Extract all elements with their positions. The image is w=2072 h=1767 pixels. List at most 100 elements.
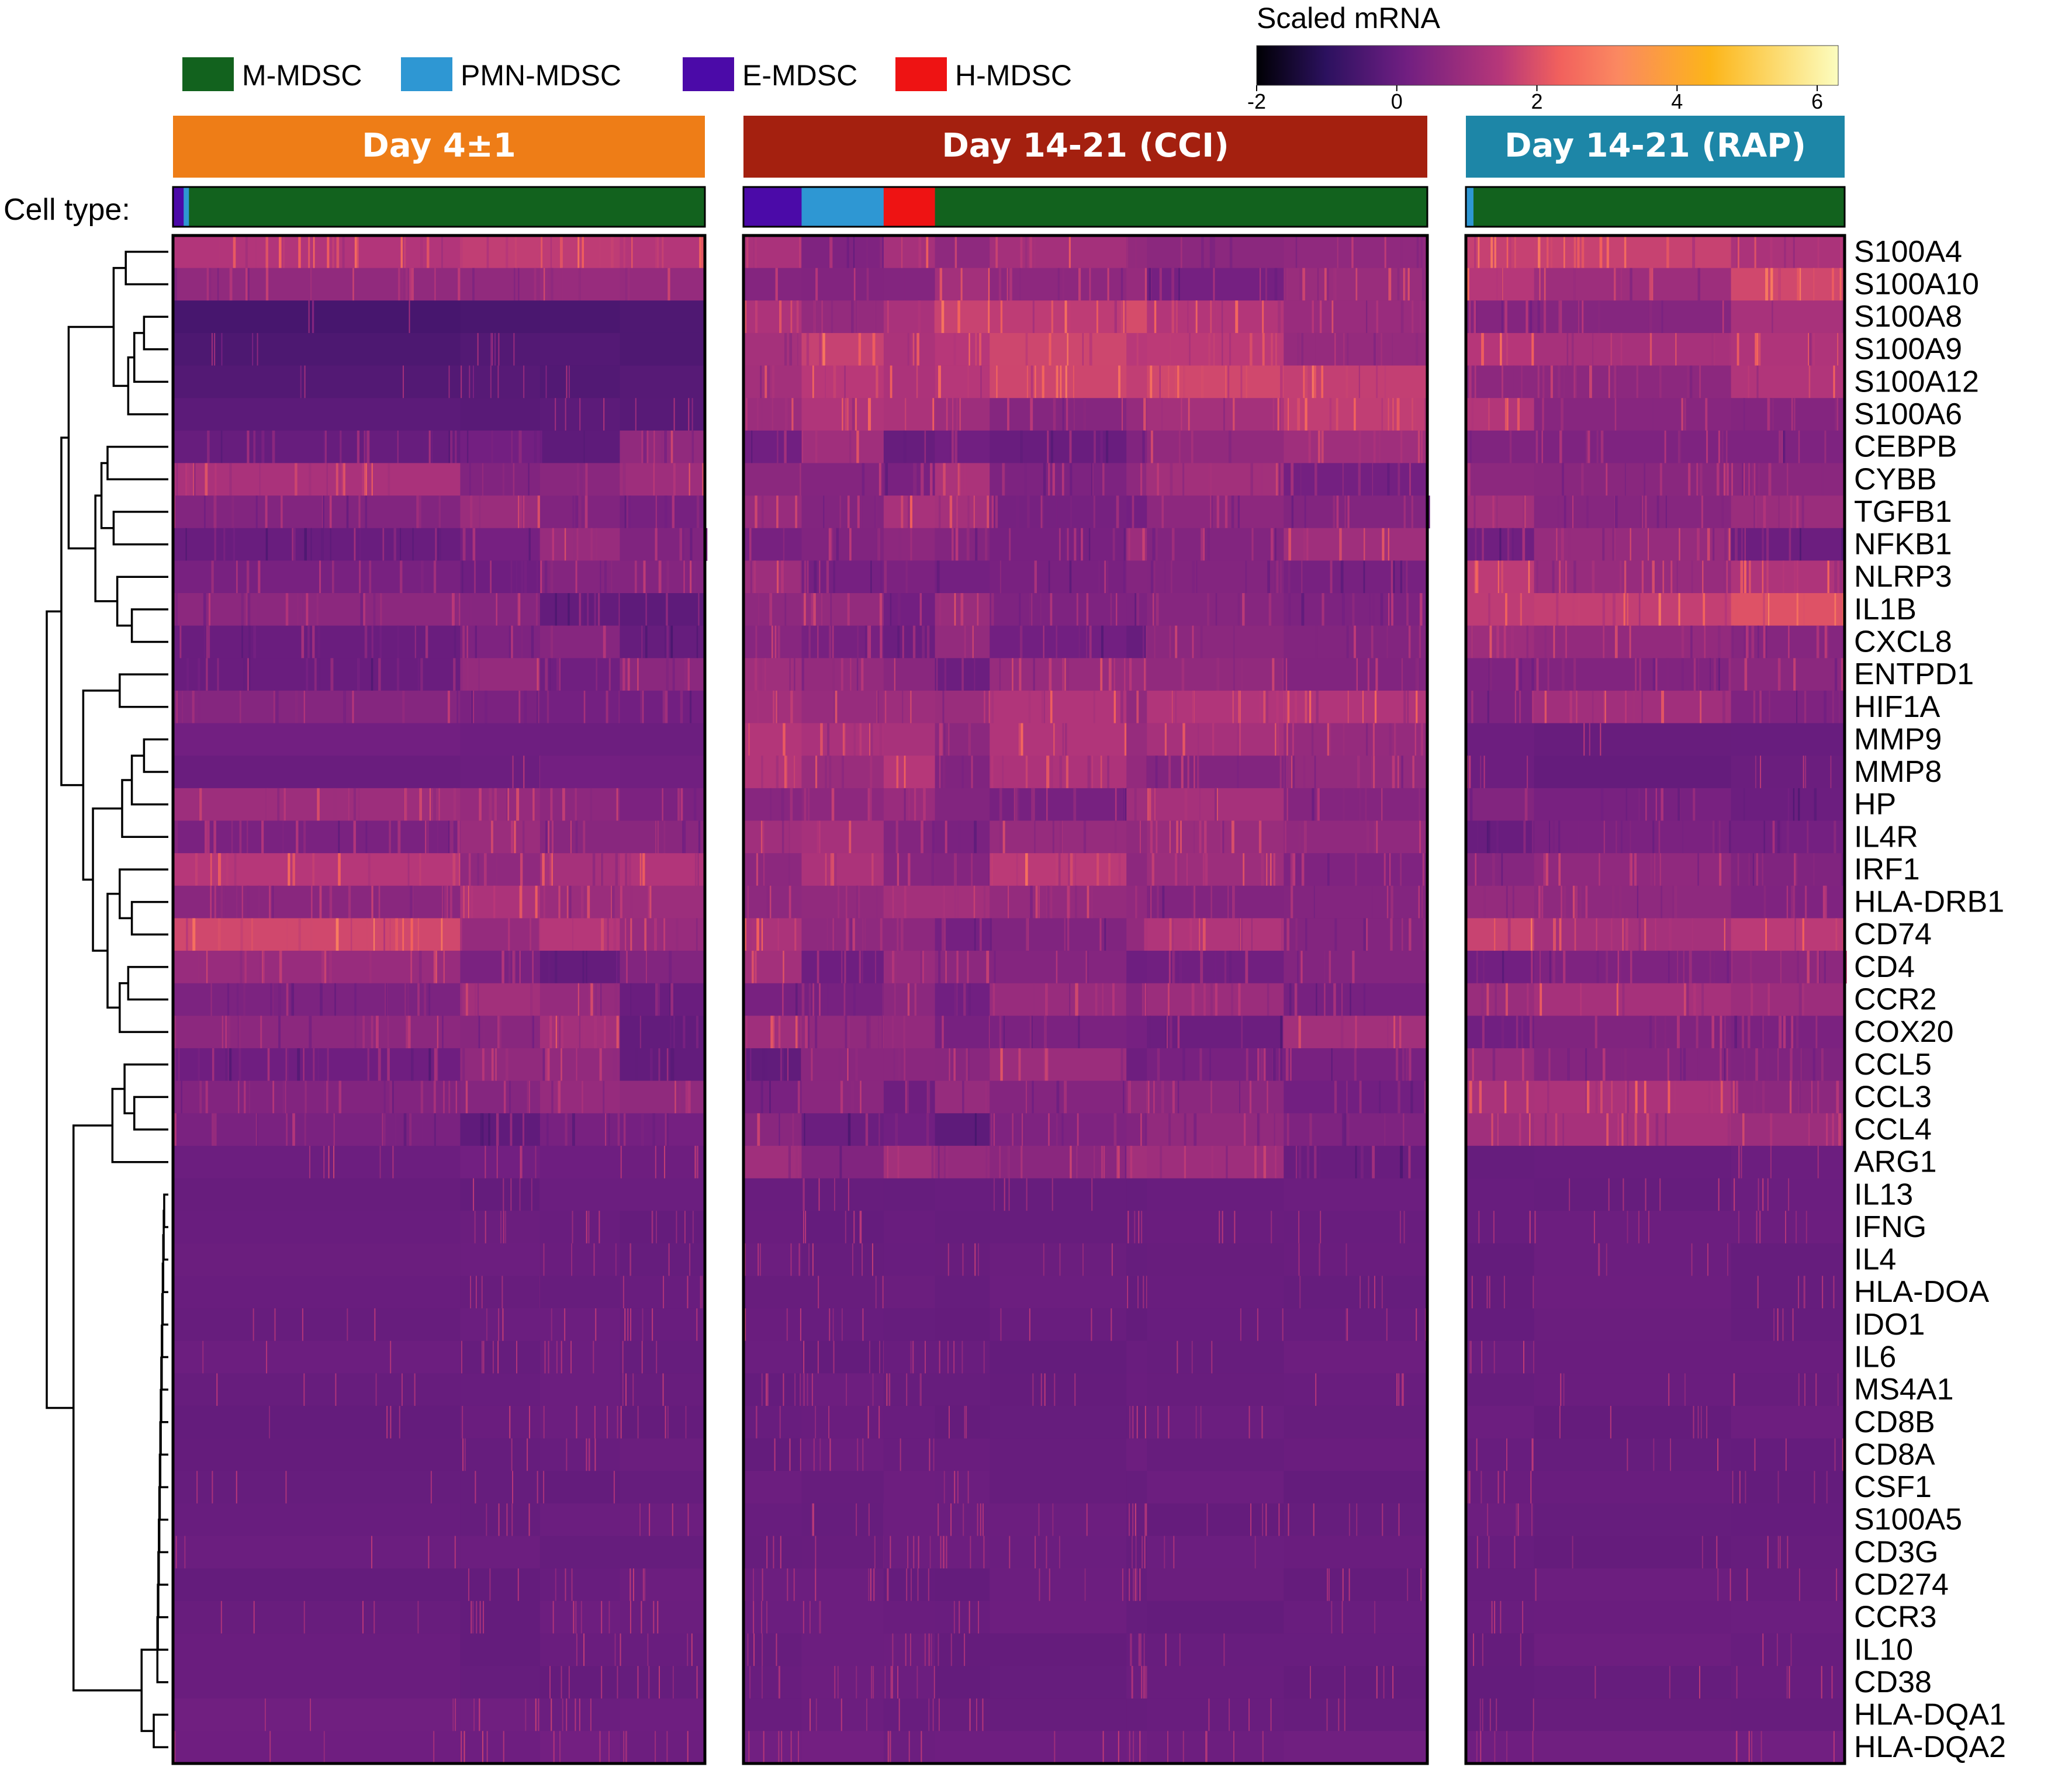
heatmap-stripe <box>1062 658 1064 691</box>
heatmap-stripe <box>1285 658 1288 691</box>
heatmap-stripe <box>601 918 604 951</box>
heatmap-stripe <box>555 1016 558 1049</box>
heatmap-stripe <box>549 1016 552 1049</box>
heatmap-stripe <box>231 496 234 529</box>
heatmap-stripe <box>808 788 810 821</box>
heatmap-stripe <box>303 1373 305 1406</box>
heatmap-stripe <box>1040 1373 1042 1406</box>
heatmap-stripe <box>523 756 525 789</box>
heatmap-cell <box>460 398 541 431</box>
heatmap-stripe <box>1355 853 1357 886</box>
heatmap-stripe <box>454 625 456 659</box>
heatmap-stripe <box>1250 463 1253 496</box>
heatmap-stripe <box>1471 1276 1473 1309</box>
heatmap-stripe <box>1357 756 1360 789</box>
heatmap-stripe <box>1701 496 1703 529</box>
heatmap-stripe <box>1649 332 1652 366</box>
heatmap-stripe <box>429 788 431 821</box>
heatmap-stripe <box>601 1666 603 1699</box>
heatmap-stripe <box>1237 593 1240 626</box>
heatmap-stripe <box>868 1016 871 1049</box>
gene-label: S100A9 <box>1854 332 1962 366</box>
heatmap-cell <box>620 951 705 984</box>
heatmap-cell <box>539 235 620 269</box>
heatmap-stripe <box>1489 1698 1491 1731</box>
heatmap-stripe <box>364 463 365 496</box>
heatmap-stripe <box>640 690 643 724</box>
heatmap-stripe <box>272 430 275 463</box>
heatmap-stripe <box>498 332 500 366</box>
heatmap-stripe <box>1161 496 1164 529</box>
gene-label: CSF1 <box>1854 1470 1932 1504</box>
heatmap-stripe <box>463 1731 465 1764</box>
heatmap-stripe <box>223 885 226 919</box>
heatmap-stripe <box>1303 528 1306 561</box>
heatmap-cell <box>883 1340 936 1374</box>
dendrogram-branch <box>119 982 168 1033</box>
cell-type-frame <box>742 186 1428 228</box>
heatmap-stripe <box>217 268 219 301</box>
heatmap-stripe <box>781 820 784 854</box>
heatmap-stripe <box>1559 300 1562 334</box>
heatmap-stripe <box>553 1731 555 1764</box>
heatmap-stripe <box>980 1503 981 1537</box>
heatmap-stripe <box>1408 1145 1411 1179</box>
heatmap-stripe <box>371 625 373 659</box>
heatmap-stripe <box>944 658 947 691</box>
heatmap-stripe <box>829 756 832 789</box>
heatmap-cell <box>1731 1698 1845 1731</box>
heatmap-stripe <box>802 1211 804 1244</box>
heatmap-cell <box>1731 365 1845 399</box>
heatmap-stripe <box>1106 430 1109 463</box>
heatmap-stripe <box>957 300 960 334</box>
heatmap-stripe <box>1338 1698 1340 1731</box>
heatmap-stripe <box>1522 528 1526 561</box>
heatmap-stripe <box>550 560 554 594</box>
heatmap-stripe <box>1645 788 1647 821</box>
heatmap-stripe <box>1396 398 1400 431</box>
heatmap-stripe <box>220 1600 222 1634</box>
heatmap-stripe <box>878 463 881 496</box>
heatmap-stripe <box>306 658 309 691</box>
heatmap-stripe <box>1235 300 1239 334</box>
heatmap-stripe <box>1777 820 1780 854</box>
heatmap-cell <box>460 1211 541 1244</box>
heatmap-stripe <box>1216 658 1219 691</box>
heatmap-stripe <box>807 1016 810 1049</box>
heatmap-stripe <box>460 983 462 1016</box>
heatmap-stripe <box>1372 593 1375 626</box>
heatmap-stripe <box>1569 1178 1571 1211</box>
heatmap-stripe <box>373 1600 375 1634</box>
heatmap-stripe <box>1164 1536 1165 1569</box>
heatmap-stripe <box>1536 560 1538 594</box>
heatmap-cell <box>935 1600 990 1634</box>
heatmap-stripe <box>698 820 701 854</box>
heatmap-stripe <box>1699 1666 1700 1699</box>
heatmap-stripe <box>483 1600 485 1634</box>
heatmap-stripe <box>798 1731 800 1764</box>
heatmap-stripe <box>1523 496 1525 529</box>
heatmap-stripe <box>769 1080 771 1114</box>
heatmap-stripe <box>843 983 846 1016</box>
heatmap-stripe <box>788 853 791 886</box>
heatmap-stripe <box>1090 885 1094 919</box>
heatmap-cell <box>1126 1471 1147 1504</box>
heatmap-stripe <box>976 1698 977 1731</box>
heatmap-stripe <box>1278 1503 1280 1537</box>
heatmap-stripe <box>1254 1536 1256 1569</box>
heatmap-stripe <box>1205 853 1208 886</box>
heatmap-stripe <box>803 1178 805 1211</box>
heatmap-stripe <box>859 1211 861 1244</box>
heatmap-cell <box>1731 1048 1845 1082</box>
heatmap-stripe <box>1793 658 1796 691</box>
heatmap-stripe <box>855 398 857 431</box>
heatmap-stripe <box>1648 528 1649 561</box>
heatmap-stripe <box>606 690 608 724</box>
heatmap-cell <box>620 983 705 1016</box>
heatmap-stripe <box>1420 300 1421 334</box>
heatmap-stripe <box>1202 528 1205 561</box>
heatmap-stripe <box>1735 593 1738 626</box>
heatmap-stripe <box>1210 983 1213 1016</box>
heatmap-cell <box>935 398 990 431</box>
heatmap-stripe <box>1056 625 1058 659</box>
